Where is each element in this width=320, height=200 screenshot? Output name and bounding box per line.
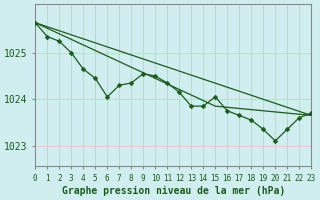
X-axis label: Graphe pression niveau de la mer (hPa): Graphe pression niveau de la mer (hPa) [62, 186, 285, 196]
